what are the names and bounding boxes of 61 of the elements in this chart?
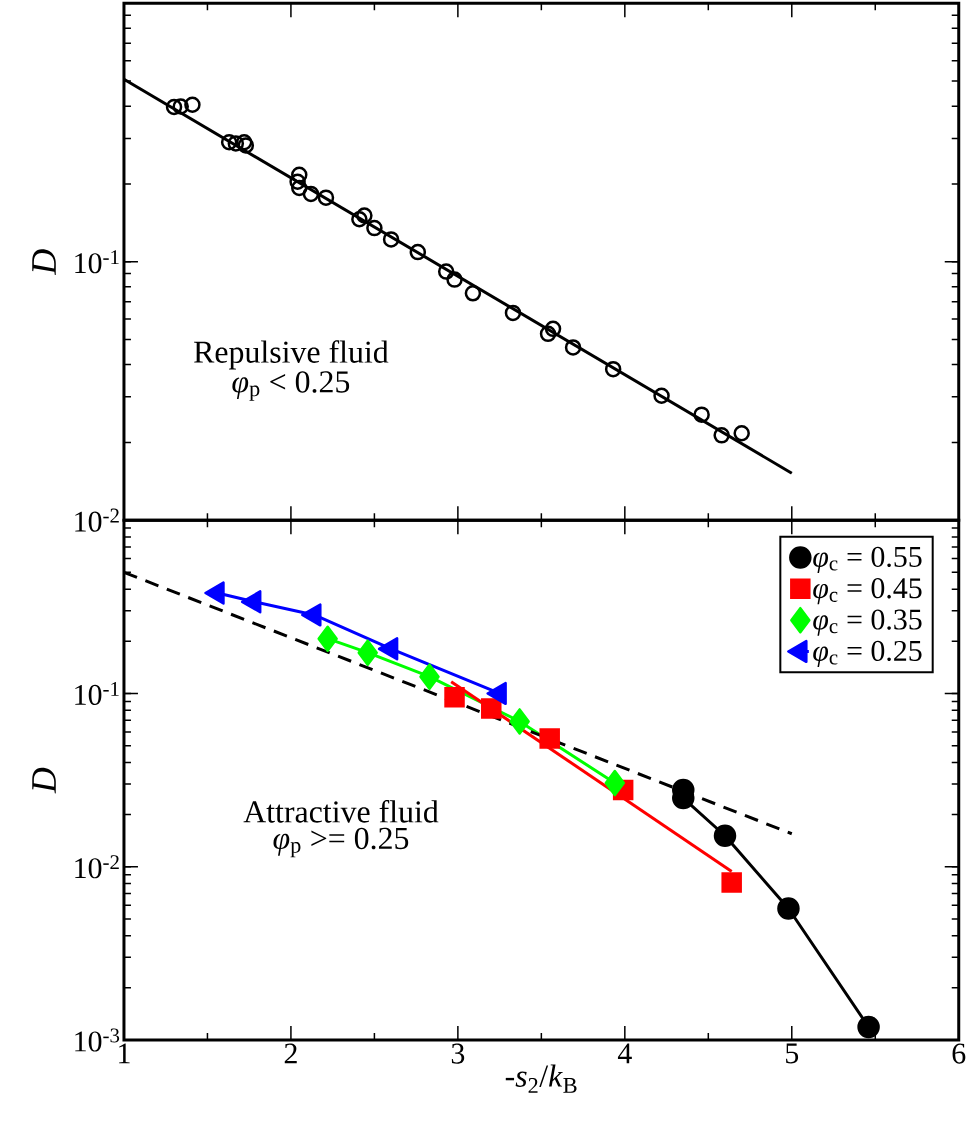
- point: [713, 824, 737, 847]
- x-tick-label: 6: [952, 1043, 966, 1064]
- point: [604, 769, 626, 797]
- point: [291, 166, 308, 184]
- point: [544, 320, 562, 338]
- x-tick-label: 1: [119, 1043, 130, 1064]
- y-tick-label: 10$^{-2}$: [75, 508, 119, 532]
- point: [713, 427, 731, 444]
- legend-label: φ$_{c}$ = 0.55: [813, 546, 922, 573]
- point: [605, 360, 622, 378]
- y-axis-title: D: [32, 249, 56, 276]
- x-tick-label: 2: [284, 1043, 297, 1064]
- point: [446, 271, 463, 288]
- point: [721, 872, 743, 893]
- x-axis-title: -s$_{2}$/k$_{B}$: [505, 1064, 577, 1093]
- y-axis-title: D: [32, 767, 56, 794]
- legend-label: φ$_{c}$ = 0.35: [813, 609, 922, 636]
- point: [357, 639, 379, 666]
- point: [653, 387, 670, 404]
- point: [165, 98, 183, 116]
- point: [564, 339, 582, 356]
- point: [172, 98, 190, 115]
- point: [539, 325, 557, 343]
- point: [481, 698, 502, 719]
- point: [302, 185, 320, 203]
- point: [366, 219, 383, 237]
- point: [351, 211, 368, 228]
- x-tick-label: 4: [618, 1043, 632, 1064]
- point: [184, 96, 201, 114]
- point: [464, 285, 482, 302]
- point: [444, 687, 465, 708]
- y-tick-label: 10$^{-2}$: [75, 855, 119, 879]
- point: [317, 625, 339, 652]
- point: [409, 243, 427, 261]
- x-tick-label: 3: [451, 1043, 465, 1064]
- point: [291, 179, 308, 197]
- annotation: Repulsive fluid: [194, 340, 389, 370]
- point: [289, 173, 306, 190]
- legend-label: φ$_{c}$ = 0.25: [813, 640, 922, 668]
- point: [356, 207, 373, 224]
- point: [504, 304, 522, 322]
- y-tick-label: 10$^{-1}$: [75, 250, 119, 274]
- point: [382, 231, 400, 248]
- y-tick-label: 10$^{-3}$: [75, 1028, 120, 1052]
- point: [857, 1015, 880, 1039]
- annotation: φ$_{p}$ < 0.25: [232, 371, 350, 401]
- point: [317, 189, 335, 206]
- point: [777, 897, 800, 920]
- y-tick-label: 10$^{-1}$: [75, 681, 119, 706]
- point: [733, 424, 751, 442]
- point: [693, 406, 711, 423]
- point: [221, 134, 238, 151]
- x-tick-label: 5: [786, 1043, 799, 1064]
- point: [539, 728, 561, 749]
- legend-label: φ$_{c}$ = 0.45: [813, 578, 922, 605]
- point: [438, 263, 455, 280]
- annotation: Attractive fluid: [243, 799, 439, 823]
- point: [509, 708, 531, 735]
- point: [419, 663, 440, 690]
- point: [227, 135, 245, 152]
- annotation: φ$_{p}$ >= 0.25: [273, 827, 409, 858]
